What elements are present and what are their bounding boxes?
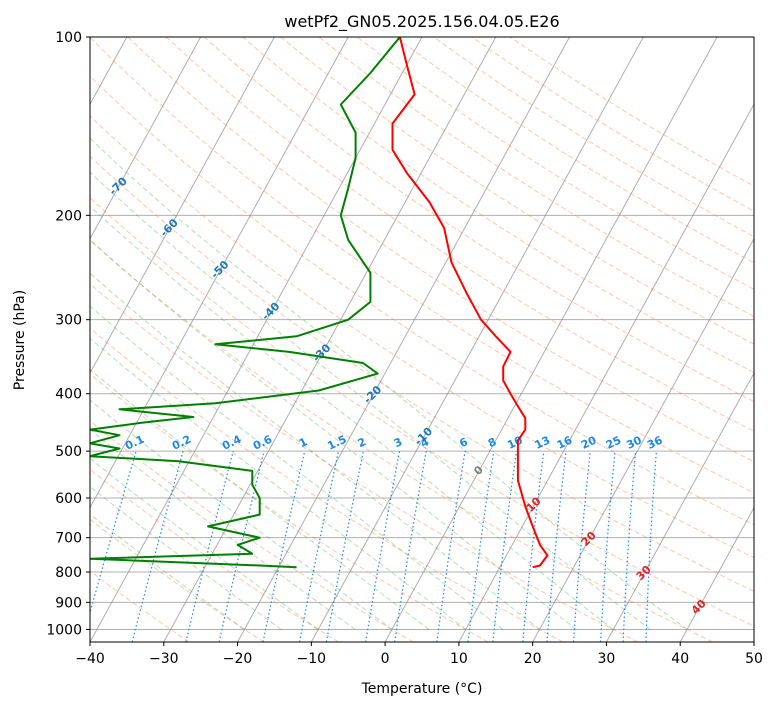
isotherm-line xyxy=(532,237,754,642)
mixing-ratio-line xyxy=(262,450,306,642)
isotherm-line xyxy=(606,372,754,642)
dry-adiabat-line xyxy=(90,327,564,642)
dewpoint-line xyxy=(90,37,401,569)
mixing-ratio-line xyxy=(522,451,545,642)
y-tick-label: 800 xyxy=(55,565,82,581)
dry-adiabat-line xyxy=(90,468,339,642)
moist-adiabat-line xyxy=(90,239,577,630)
chart-title: wetPf2_GN05.2025.156.04.05.E26 xyxy=(284,12,559,32)
moist-adiabat-line xyxy=(90,171,651,630)
y-tick-label: 500 xyxy=(55,444,82,460)
dry-adiabat-line xyxy=(127,37,754,463)
y-tick-label: 700 xyxy=(55,531,82,547)
dry-adiabat-line xyxy=(242,37,754,374)
dry-adiabat-line xyxy=(90,373,489,642)
isotherm-line xyxy=(90,37,275,375)
moist-adiabat-line xyxy=(90,457,319,630)
dry-adiabat-line xyxy=(318,37,754,318)
dry-adiabat-line xyxy=(90,37,754,494)
moist-adiabat-line xyxy=(90,205,614,630)
dry-adiabat-line xyxy=(280,37,754,345)
mixing-ratio-line xyxy=(546,451,567,642)
isotherm-line xyxy=(163,37,497,642)
isotherm-line xyxy=(90,37,349,509)
mixing-ratio-line xyxy=(467,451,495,642)
dry-adiabat-line xyxy=(90,282,639,642)
y-tick-label: 900 xyxy=(55,595,82,611)
background-reference-lines xyxy=(90,37,754,642)
dry-adiabat-line xyxy=(90,155,754,592)
moist-adiabat-line xyxy=(90,428,356,630)
moist-adiabat-line xyxy=(90,485,282,630)
x-tick-label: −40 xyxy=(75,651,105,667)
moist-adiabat-line xyxy=(90,272,540,630)
x-axis: −40 −30 −20 −10 0 10 20 30 40 50 xyxy=(75,642,763,667)
x-tick-label: −30 xyxy=(149,651,179,667)
x-tick-label: 50 xyxy=(745,651,763,667)
temperature-line xyxy=(391,37,549,569)
x-tick-label: 30 xyxy=(598,651,616,667)
mixing-ratio-label: 16 xyxy=(555,433,575,451)
y-tick-label: 400 xyxy=(55,387,82,403)
y-tick-label: 200 xyxy=(55,208,82,224)
moist-adiabat-line xyxy=(90,368,430,630)
dry-adiabat-line xyxy=(90,239,713,642)
mixing-ratio-line xyxy=(572,451,591,642)
x-tick-label: −20 xyxy=(223,651,253,667)
y-axis: 100 200 300 400 500 600 700 800 900 1000 xyxy=(46,30,90,638)
x-tick-label: 40 xyxy=(671,651,689,667)
mixing-ratio-label: 25 xyxy=(604,434,623,452)
mixing-ratio-line xyxy=(492,451,518,642)
x-axis-label: Temperature (°C) xyxy=(361,681,483,697)
mixing-ratio-line xyxy=(90,450,137,615)
x-tick-label: 20 xyxy=(524,651,542,667)
y-tick-label: 300 xyxy=(55,313,82,329)
isotherm-line xyxy=(458,103,754,642)
dry-adiabat-line xyxy=(90,197,754,627)
mixing-ratio-line xyxy=(131,450,184,642)
y-axis-label: Pressure (hPa) xyxy=(12,290,28,390)
y-tick-label: 1000 xyxy=(46,622,82,638)
y-tick-label: 100 xyxy=(55,30,82,46)
isotherm-line xyxy=(90,37,202,240)
dry-adiabat-line xyxy=(90,570,190,642)
plot-frame xyxy=(89,36,755,643)
dry-adiabat-line xyxy=(90,518,265,642)
mixing-ratio-label: 13 xyxy=(533,434,552,452)
isotherm-line xyxy=(310,37,644,642)
mixing-ratio-line xyxy=(436,450,466,642)
isotherm-line xyxy=(679,506,754,642)
dry-adiabat-line xyxy=(165,37,754,432)
mixing-ratio-label: 30 xyxy=(624,433,644,451)
moist-adiabat-line xyxy=(90,305,503,630)
mixing-ratio-label: 36 xyxy=(645,433,665,451)
x-tick-label: 0 xyxy=(381,651,390,667)
mixing-ratio-label: 20 xyxy=(579,433,599,451)
dry-adiabat-line xyxy=(356,37,754,290)
y-tick-label: 600 xyxy=(55,491,82,507)
moist-adiabat-line xyxy=(90,137,688,630)
x-tick-label: −10 xyxy=(297,651,327,667)
isotherm-line xyxy=(384,37,718,642)
profile-series xyxy=(90,37,549,569)
isotherm-line xyxy=(237,37,570,642)
x-tick-label: 10 xyxy=(450,651,468,667)
moist-adiabat-line xyxy=(90,513,245,630)
